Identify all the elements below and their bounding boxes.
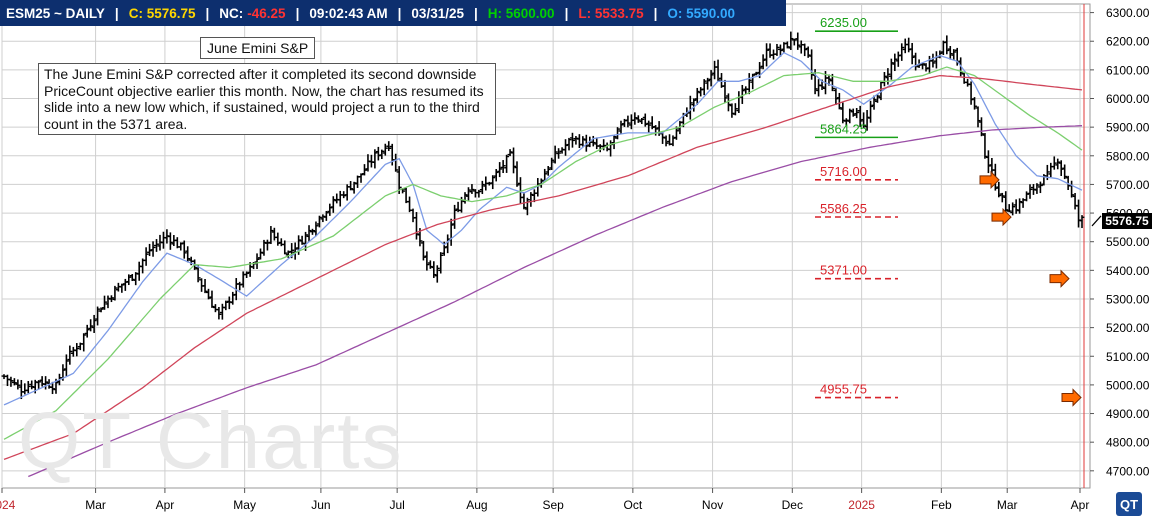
x-tick-label: Nov: [702, 498, 723, 512]
y-tick-label: 5000.00: [1106, 378, 1150, 392]
y-tick-label: 5300.00: [1106, 292, 1150, 306]
y-tick-label: 4800.00: [1106, 436, 1150, 450]
moving-average-long: [28, 125, 1083, 478]
price-level-label: 5716.00: [820, 164, 867, 179]
x-tick-label: Sep: [542, 498, 564, 512]
last-price-tag: 5576.75: [1102, 213, 1152, 229]
target-arrow-icon: [1049, 269, 1070, 288]
open-value: O: 5590.00: [667, 5, 735, 21]
symbol-label: ESM25 ~ DAILY: [6, 5, 105, 21]
price-level-label: 5371.00: [820, 263, 867, 278]
quote-time: 09:02:43 AM: [309, 5, 388, 21]
target-arrow-icon: [1061, 388, 1082, 407]
x-tick-label: Mar: [997, 498, 1018, 512]
target-arrow-icon: [979, 170, 1000, 190]
header-separator: |: [114, 5, 119, 21]
header-separator: |: [397, 5, 402, 21]
x-tick-label: Aug: [466, 498, 487, 512]
analysis-note-box: The June Emini S&P corrected after it co…: [38, 63, 496, 135]
x-tick-label: 2025: [848, 498, 875, 512]
y-tick-label: 6000.00: [1106, 92, 1150, 106]
y-tick-label: 5900.00: [1106, 121, 1150, 135]
y-tick-label: 5200.00: [1106, 321, 1150, 335]
y-tick-label: 6100.00: [1106, 63, 1150, 77]
net-change-label: NC:: [219, 5, 244, 21]
x-tick-label: 2024: [0, 498, 16, 512]
price-level-label: 4955.75: [820, 382, 867, 397]
header-separator: |: [564, 5, 569, 21]
qt-logo: QT: [1116, 492, 1142, 516]
header-separator: |: [473, 5, 478, 21]
x-tick-label: Apr: [156, 498, 175, 512]
price-level-label: 5864.25: [820, 121, 867, 136]
x-tick-label: Dec: [782, 498, 803, 512]
target-arrow-icon: [991, 207, 1012, 227]
price-level-label: 5586.25: [820, 201, 867, 216]
x-tick-label: May: [233, 498, 256, 512]
y-tick-label: 5500.00: [1106, 235, 1150, 249]
last-price-pointer: [1091, 215, 1102, 227]
y-tick-label: 6200.00: [1106, 35, 1150, 49]
y-tick-label: 4900.00: [1106, 407, 1150, 421]
header-separator: |: [295, 5, 300, 21]
x-tick-label: Mar: [85, 498, 106, 512]
low-value: L: 5533.75: [578, 5, 644, 21]
moving-average-mid: [3, 66, 1083, 440]
x-tick-label: Jul: [389, 498, 404, 512]
header-separator: |: [205, 5, 210, 21]
y-tick-label: 5800.00: [1106, 149, 1150, 163]
chart-title-box: June Emini S&P: [200, 37, 316, 59]
x-tick-label: Jun: [311, 498, 330, 512]
high-value: H: 5600.00: [487, 5, 555, 21]
moving-average-slow: [3, 74, 1083, 461]
x-tick-label: Feb: [931, 498, 952, 512]
y-tick-label: 4700.00: [1106, 464, 1150, 478]
quote-date: 03/31/25: [411, 5, 464, 21]
close-value: C: 5576.75: [128, 5, 196, 21]
y-tick-label: 6300.00: [1106, 6, 1150, 20]
x-tick-label: Oct: [624, 498, 643, 512]
y-tick-label: 5700.00: [1106, 178, 1150, 192]
x-tick-label: Apr: [1071, 498, 1090, 512]
header-separator: |: [653, 5, 658, 21]
price-level-label: 6235.00: [820, 15, 867, 30]
quote-header: ESM25 ~ DAILY | C: 5576.75 | NC: -46.25 …: [0, 0, 786, 26]
y-tick-label: 5400.00: [1106, 264, 1150, 278]
y-tick-label: 5100.00: [1106, 350, 1150, 364]
net-change-value: -46.25: [247, 5, 286, 21]
